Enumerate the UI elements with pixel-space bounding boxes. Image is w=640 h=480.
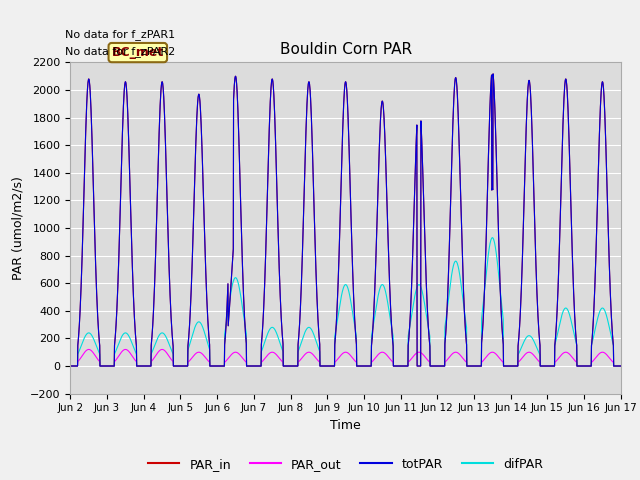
Line: totPAR: totPAR xyxy=(70,74,621,366)
totPAR xyxy=(220,363,228,369)
difPAR xyxy=(568,323,576,329)
totPAR xyxy=(67,363,74,369)
difPAR xyxy=(220,363,228,369)
totPAR xyxy=(506,363,513,369)
Y-axis label: PAR (umol/m2/s): PAR (umol/m2/s) xyxy=(12,176,24,280)
PAR_out xyxy=(617,363,625,369)
PAR_in xyxy=(584,363,591,369)
PAR_in xyxy=(220,363,228,369)
PAR_out xyxy=(584,363,591,369)
PAR_in xyxy=(489,71,497,77)
Text: No data for f_zPAR2: No data for f_zPAR2 xyxy=(65,46,175,57)
Legend: PAR_in, PAR_out, totPAR, difPAR: PAR_in, PAR_out, totPAR, difPAR xyxy=(143,453,548,476)
totPAR xyxy=(362,363,369,369)
PAR_out xyxy=(362,363,369,369)
totPAR xyxy=(374,209,381,215)
PAR_out xyxy=(85,347,93,352)
Line: PAR_in: PAR_in xyxy=(70,74,621,366)
PAR_out xyxy=(374,352,381,358)
PAR_out xyxy=(506,363,513,369)
PAR_in xyxy=(374,209,381,215)
PAR_out xyxy=(568,355,576,360)
PAR_out xyxy=(67,363,74,369)
difPAR xyxy=(362,363,369,369)
difPAR xyxy=(506,363,513,369)
totPAR xyxy=(584,363,591,369)
PAR_in xyxy=(67,363,74,369)
PAR_in xyxy=(568,253,576,259)
X-axis label: Time: Time xyxy=(330,419,361,432)
totPAR xyxy=(568,253,576,259)
difPAR xyxy=(67,363,74,369)
difPAR xyxy=(374,297,381,303)
PAR_in xyxy=(506,363,513,369)
PAR_in xyxy=(617,363,625,369)
totPAR xyxy=(489,71,497,77)
PAR_out xyxy=(220,363,228,369)
PAR_in xyxy=(362,363,369,369)
Text: No data for f_zPAR1: No data for f_zPAR1 xyxy=(65,29,175,40)
Line: PAR_out: PAR_out xyxy=(70,349,621,366)
difPAR xyxy=(617,363,625,369)
difPAR xyxy=(488,235,496,240)
Title: Bouldin Corn PAR: Bouldin Corn PAR xyxy=(280,42,412,57)
difPAR xyxy=(584,363,591,369)
Line: difPAR: difPAR xyxy=(70,238,621,366)
Text: BC_met: BC_met xyxy=(112,46,164,59)
totPAR xyxy=(617,363,625,369)
